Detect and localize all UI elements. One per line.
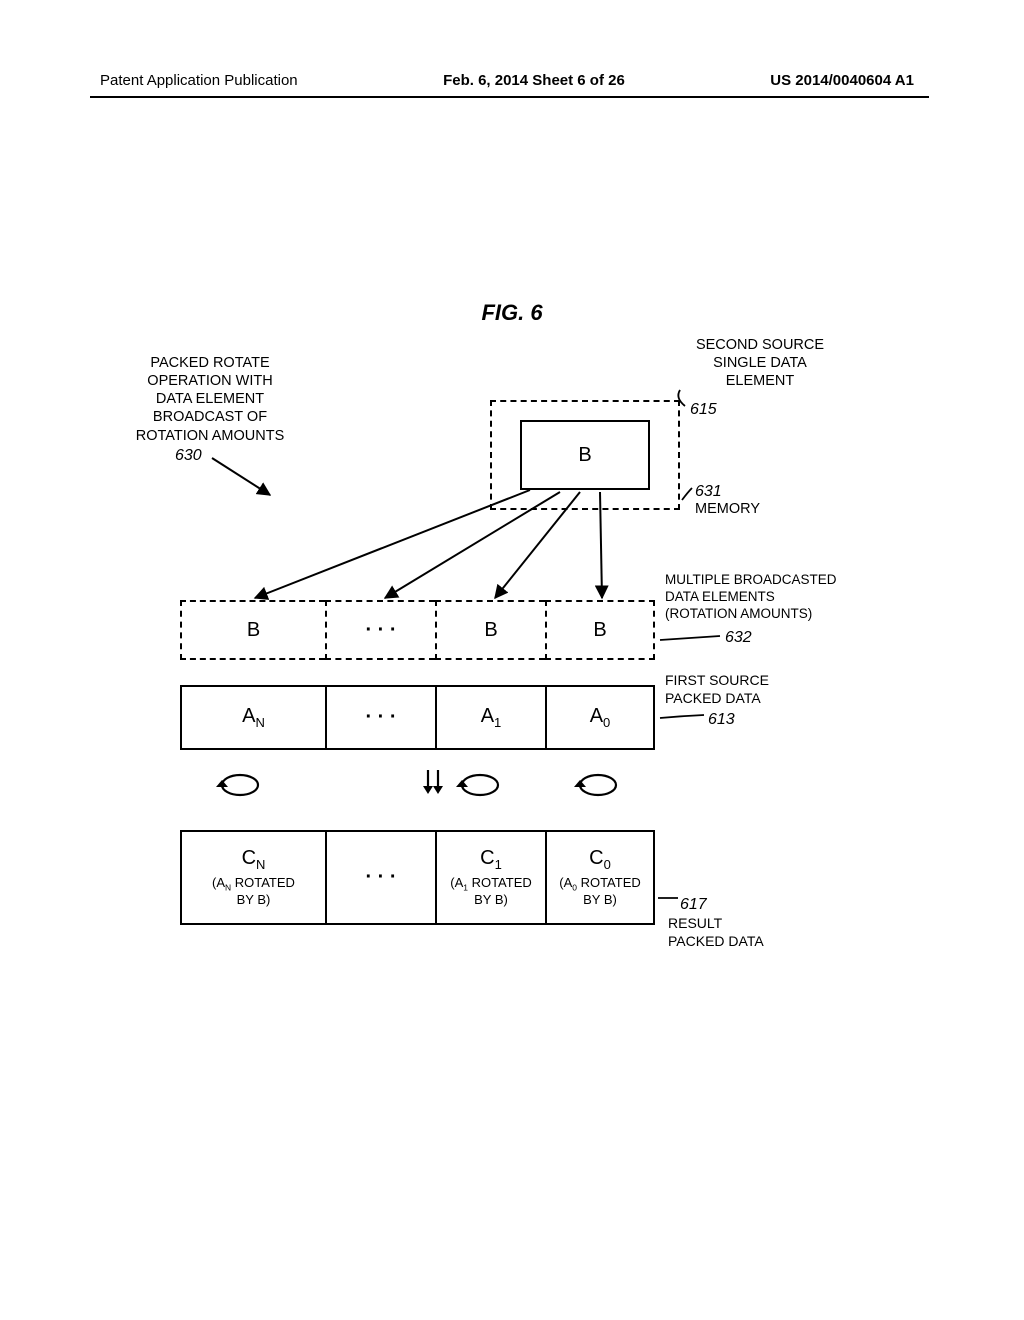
result-cell: C0 (A0 ROTATED BY B) <box>545 830 655 925</box>
broadcast-cell-ellipsis: · · · <box>325 600 435 660</box>
broadcast-cell: B <box>545 600 655 660</box>
broadcast-row: B · · · B B <box>180 600 655 660</box>
ref-617: 617 <box>680 895 707 915</box>
figure-diagram: PACKED ROTATEOPERATION WITHDATA ELEMENTB… <box>120 340 900 980</box>
ref-613: 613 <box>708 710 735 730</box>
broadcast-label: MULTIPLE BROADCASTEDDATA ELEMENTS(ROTATI… <box>665 572 875 623</box>
operation-label: PACKED ROTATEOPERATION WITHDATA ELEMENTB… <box>125 354 295 445</box>
result-label: RESULTPACKED DATA <box>668 915 798 950</box>
source-b-box: B <box>520 420 650 490</box>
figure-title: FIG. 6 <box>0 300 1024 326</box>
header-rule <box>90 96 929 98</box>
rotate-icon <box>216 775 258 795</box>
result-cell: C1 (A1 ROTATED BY B) <box>435 830 545 925</box>
page-header: Patent Application Publication Feb. 6, 2… <box>0 72 1024 89</box>
broadcast-cell: B <box>180 600 325 660</box>
header-left: Patent Application Publication <box>100 72 298 89</box>
memory-label: MEMORY <box>695 500 760 518</box>
header-right: US 2014/0040604 A1 <box>770 72 914 89</box>
rotate-icon <box>456 775 498 795</box>
broadcast-cell: B <box>435 600 545 660</box>
source-cell: AN <box>180 685 325 750</box>
source-cell-ellipsis: · · · <box>325 685 435 750</box>
rotate-icon <box>574 775 616 795</box>
result-row: CN (AN ROTATED BY B) · · · C1 (A1 ROTATE… <box>180 830 655 925</box>
source-cell: A1 <box>435 685 545 750</box>
result-cell-ellipsis: · · · <box>325 830 435 925</box>
down-arrow-icon <box>423 770 443 794</box>
second-source-label: SECOND SOURCESINGLE DATAELEMENT <box>675 336 845 390</box>
first-source-label: FIRST SOURCEPACKED DATA <box>665 672 835 707</box>
ref-630: 630 <box>175 446 202 466</box>
header-center: Feb. 6, 2014 Sheet 6 of 26 <box>443 72 625 89</box>
ref-632: 632 <box>725 628 752 648</box>
ref-631: 631 <box>695 482 722 502</box>
first-source-row: AN · · · A1 A0 <box>180 685 655 750</box>
ref-615: 615 <box>690 400 717 420</box>
source-cell: A0 <box>545 685 655 750</box>
result-cell: CN (AN ROTATED BY B) <box>180 830 325 925</box>
